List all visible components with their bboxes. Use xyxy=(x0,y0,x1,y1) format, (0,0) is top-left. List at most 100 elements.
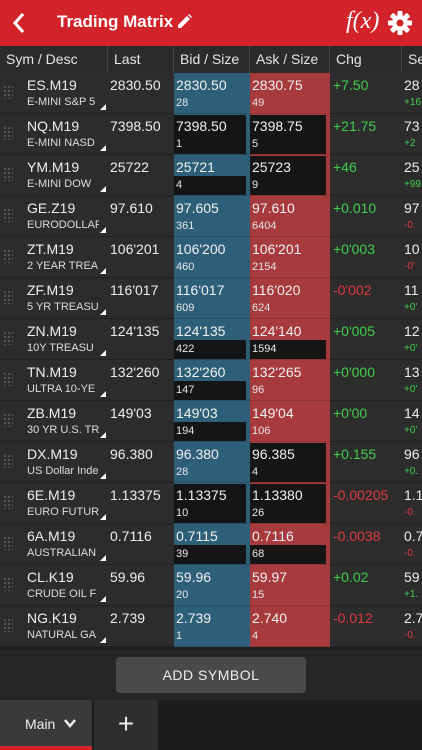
quote-grid[interactable]: ES.M19 E-MINI S&P 5 2830.50 2830.50 28 2830.7… xyxy=(0,73,422,650)
table-row[interactable]: ES.M19 E-MINI S&P 5 2830.50 2830.50 28 2830.7… xyxy=(0,73,422,114)
change-cell[interactable]: +0'005 xyxy=(330,319,402,360)
drag-handle-icon[interactable] xyxy=(3,331,13,345)
last-price-cell[interactable]: 2.739 xyxy=(108,606,174,647)
last-price-cell[interactable]: 2830.50 xyxy=(108,73,174,114)
change-cell[interactable]: +0'000 xyxy=(330,360,402,401)
drag-handle-icon[interactable] xyxy=(3,413,13,427)
bid-cell[interactable]: 116'017 609 xyxy=(174,278,250,319)
change-cell[interactable]: +0'003 xyxy=(330,237,402,278)
gear-icon[interactable] xyxy=(387,10,413,36)
symbol-cell[interactable]: ES.M19 E-MINI S&P 5 xyxy=(0,73,108,114)
symbol-cell[interactable]: ZN.M19 10Y TREASU xyxy=(0,319,108,360)
column-header-last[interactable]: Last xyxy=(108,46,174,73)
symbol-cell[interactable]: 6A.M19 AUSTRALIAN xyxy=(0,524,108,565)
table-row[interactable]: ZB.M19 30 YR U.S. TR 149'03 149'03 194 149'04… xyxy=(0,401,422,442)
last-price-cell[interactable]: 96.380 xyxy=(108,442,174,483)
drag-handle-icon[interactable] xyxy=(3,372,13,386)
drag-handle-icon[interactable] xyxy=(3,618,13,632)
settle-cell[interactable]: 0.7 -0. xyxy=(402,524,422,565)
symbol-cell[interactable]: CL.K19 CRUDE OIL F xyxy=(0,565,108,606)
drag-handle-icon[interactable] xyxy=(3,536,13,550)
back-button[interactable] xyxy=(6,6,32,40)
ask-cell[interactable]: 7398.75 5 xyxy=(250,114,330,155)
settle-cell[interactable]: 11 +0' xyxy=(402,278,422,319)
table-row[interactable]: DX.M19 US Dollar Inde 96.380 96.380 28 96.385… xyxy=(0,442,422,483)
symbol-cell[interactable]: NQ.M19 E-MINI NASD xyxy=(0,114,108,155)
column-header-chg[interactable]: Chg xyxy=(330,46,402,73)
ask-cell[interactable]: 132'265 96 xyxy=(250,360,330,401)
last-price-cell[interactable]: 1.13375 xyxy=(108,483,174,524)
table-row[interactable]: GE.Z19 EURODOLLAR 97.610 97.605 361 97.610 640… xyxy=(0,196,422,237)
symbol-cell[interactable]: TN.M19 ULTRA 10-YE xyxy=(0,360,108,401)
bid-cell[interactable]: 2.739 1 xyxy=(174,606,250,647)
change-cell[interactable]: +21.75 xyxy=(330,114,402,155)
ask-cell[interactable]: 149'04 106 xyxy=(250,401,330,442)
ask-cell[interactable]: 106'201 2154 xyxy=(250,237,330,278)
symbol-cell[interactable]: GE.Z19 EURODOLLAR xyxy=(0,196,108,237)
change-cell[interactable]: +0.02 xyxy=(330,565,402,606)
drag-handle-icon[interactable] xyxy=(3,290,13,304)
settle-cell[interactable]: 1.1 -0. xyxy=(402,483,422,524)
last-price-cell[interactable]: 0.7116 xyxy=(108,524,174,565)
change-cell[interactable]: -0.0038 xyxy=(330,524,402,565)
bid-cell[interactable]: 25721 4 xyxy=(174,155,250,196)
last-price-cell[interactable]: 106'201 xyxy=(108,237,174,278)
symbol-cell[interactable]: DX.M19 US Dollar Inde xyxy=(0,442,108,483)
drag-handle-icon[interactable] xyxy=(3,577,13,591)
last-price-cell[interactable]: 7398.50 xyxy=(108,114,174,155)
last-price-cell[interactable]: 97.610 xyxy=(108,196,174,237)
ask-cell[interactable]: 96.385 4 xyxy=(250,442,330,483)
table-row[interactable]: 6A.M19 AUSTRALIAN 0.7116 0.7115 39 0.7116 68 -0… xyxy=(0,524,422,565)
table-row[interactable]: ZT.M19 2 YEAR TREA 106'201 106'200 460 106'20… xyxy=(0,237,422,278)
table-row[interactable]: 6E.M19 EURO FUTUR 1.13375 1.13375 10 1.13380 2… xyxy=(0,483,422,524)
change-cell[interactable]: +0'00 xyxy=(330,401,402,442)
settle-cell[interactable]: 73 +2 xyxy=(402,114,422,155)
bid-cell[interactable]: 106'200 460 xyxy=(174,237,250,278)
settle-cell[interactable]: 10 -0' xyxy=(402,237,422,278)
change-cell[interactable]: -0.00205 xyxy=(330,483,402,524)
settle-cell[interactable]: 14 +0' xyxy=(402,401,422,442)
table-row[interactable]: ZN.M19 10Y TREASU 124'135 124'135 422 124'140… xyxy=(0,319,422,360)
symbol-cell[interactable]: NG.K19 NATURAL GA xyxy=(0,606,108,647)
ask-cell[interactable]: 1.13380 26 xyxy=(250,483,330,524)
column-header-settle[interactable]: Se xyxy=(408,51,422,67)
bid-cell[interactable]: 96.380 28 xyxy=(174,442,250,483)
settle-cell[interactable]: 97 -0. xyxy=(402,196,422,237)
change-cell[interactable]: +46 xyxy=(330,155,402,196)
change-cell[interactable]: +0.010 xyxy=(330,196,402,237)
tab-main[interactable]: Main xyxy=(0,700,92,750)
drag-handle-icon[interactable] xyxy=(3,85,13,99)
page-title[interactable]: Trading Matrix xyxy=(57,12,174,31)
column-header-bid[interactable]: Bid / Size xyxy=(174,46,250,73)
pencil-icon[interactable] xyxy=(176,13,192,31)
drag-handle-icon[interactable] xyxy=(3,454,13,468)
change-cell[interactable]: -0.012 xyxy=(330,606,402,647)
ask-cell[interactable]: 116'020 624 xyxy=(250,278,330,319)
ask-cell[interactable]: 124'140 1594 xyxy=(250,319,330,360)
settle-cell[interactable]: 13 +0' xyxy=(402,360,422,401)
settle-cell[interactable]: 59 +1. xyxy=(402,565,422,606)
settle-cell[interactable]: 28 +16 xyxy=(402,73,422,114)
last-price-cell[interactable]: 124'135 xyxy=(108,319,174,360)
symbol-cell[interactable]: ZT.M19 2 YEAR TREA xyxy=(0,237,108,278)
ask-cell[interactable]: 0.7116 68 xyxy=(250,524,330,565)
column-header-ask[interactable]: Ask / Size xyxy=(250,46,330,73)
column-header-sym[interactable]: Sym / Desc xyxy=(0,46,108,73)
ask-cell[interactable]: 59.97 15 xyxy=(250,565,330,606)
last-price-cell[interactable]: 59.96 xyxy=(108,565,174,606)
settle-cell[interactable]: 2.7 -0. xyxy=(402,606,422,647)
last-price-cell[interactable]: 25722 xyxy=(108,155,174,196)
bid-cell[interactable]: 7398.50 1 xyxy=(174,114,250,155)
last-price-cell[interactable]: 116'017 xyxy=(108,278,174,319)
bid-cell[interactable]: 1.13375 10 xyxy=(174,483,250,524)
change-cell[interactable]: -0'002 xyxy=(330,278,402,319)
settle-cell[interactable]: 25 +99 xyxy=(402,155,422,196)
bid-cell[interactable]: 149'03 194 xyxy=(174,401,250,442)
add-tab-button[interactable]: + xyxy=(94,700,158,750)
last-price-cell[interactable]: 132'260 xyxy=(108,360,174,401)
settle-cell[interactable]: 96 +0. xyxy=(402,442,422,483)
table-row[interactable]: YM.M19 E-MINI DOW 25722 25721 4 25723 9 +46 25 +9… xyxy=(0,155,422,196)
table-row[interactable]: NQ.M19 E-MINI NASD 7398.50 7398.50 1 7398.75 5… xyxy=(0,114,422,155)
drag-handle-icon[interactable] xyxy=(3,167,13,181)
symbol-cell[interactable]: YM.M19 E-MINI DOW xyxy=(0,155,108,196)
